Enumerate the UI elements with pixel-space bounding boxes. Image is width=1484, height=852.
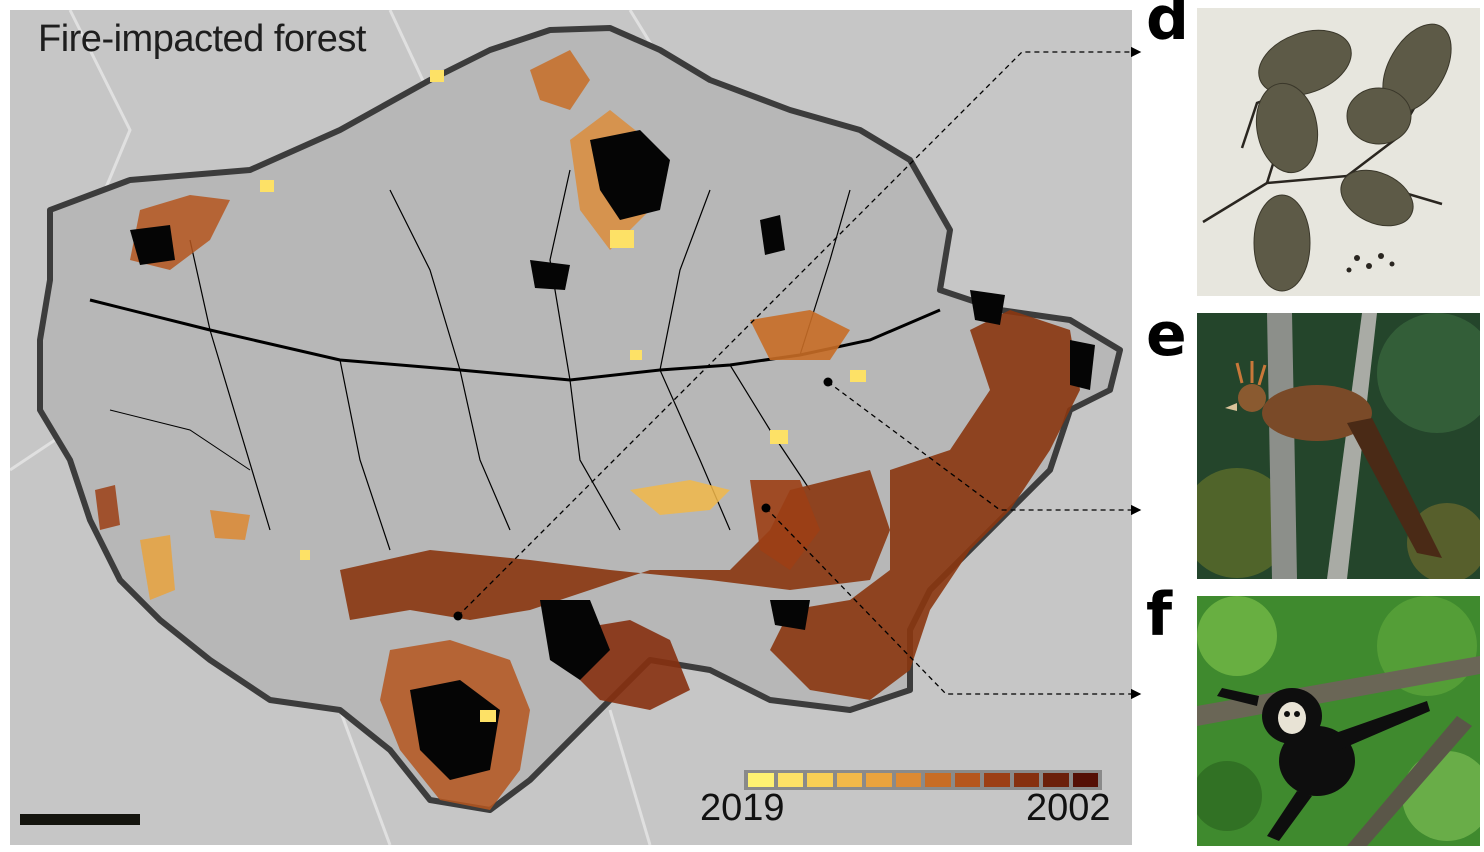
legend-swatch-9 <box>984 773 1010 787</box>
herbarium-leaf-specimen-icon <box>1197 8 1480 296</box>
spider-monkey-icon <box>1217 688 1430 841</box>
legend-swatch-12 <box>1072 773 1098 787</box>
legend-swatch-8 <box>954 773 980 787</box>
hoatzin-bird-photo-icon <box>1197 313 1480 579</box>
legend-label-end-year: 2002 <box>1026 787 1111 829</box>
year-legend-colorbar <box>744 770 1102 790</box>
site-marker-f <box>453 611 463 621</box>
map-title: Fire-impacted forest <box>38 18 366 60</box>
hoatzin-bird-icon <box>1225 361 1442 558</box>
fire-impact-map: Fire-impacted forest <box>10 10 1132 845</box>
site-marker-e <box>761 503 771 513</box>
legend-swatch-1 <box>748 773 774 787</box>
panel-letter-d: d <box>1146 0 1189 54</box>
site-marker-d <box>823 377 833 387</box>
legend-swatch-3 <box>807 773 833 787</box>
legend-swatch-5 <box>866 773 892 787</box>
legend-swatch-2 <box>777 773 803 787</box>
scale-bar <box>20 814 140 825</box>
legend-swatch-7 <box>925 773 951 787</box>
amazon-basin-map <box>10 10 1123 845</box>
spider-monkey-photo-icon <box>1197 596 1480 846</box>
panel-letter-e: e <box>1146 300 1187 370</box>
legend-swatch-4 <box>836 773 862 787</box>
panel-letter-f: f <box>1146 580 1173 650</box>
legend-swatch-6 <box>895 773 921 787</box>
legend-label-start-year: 2019 <box>700 787 785 829</box>
legend-swatch-11 <box>1043 773 1069 787</box>
legend-swatch-10 <box>1013 773 1039 787</box>
